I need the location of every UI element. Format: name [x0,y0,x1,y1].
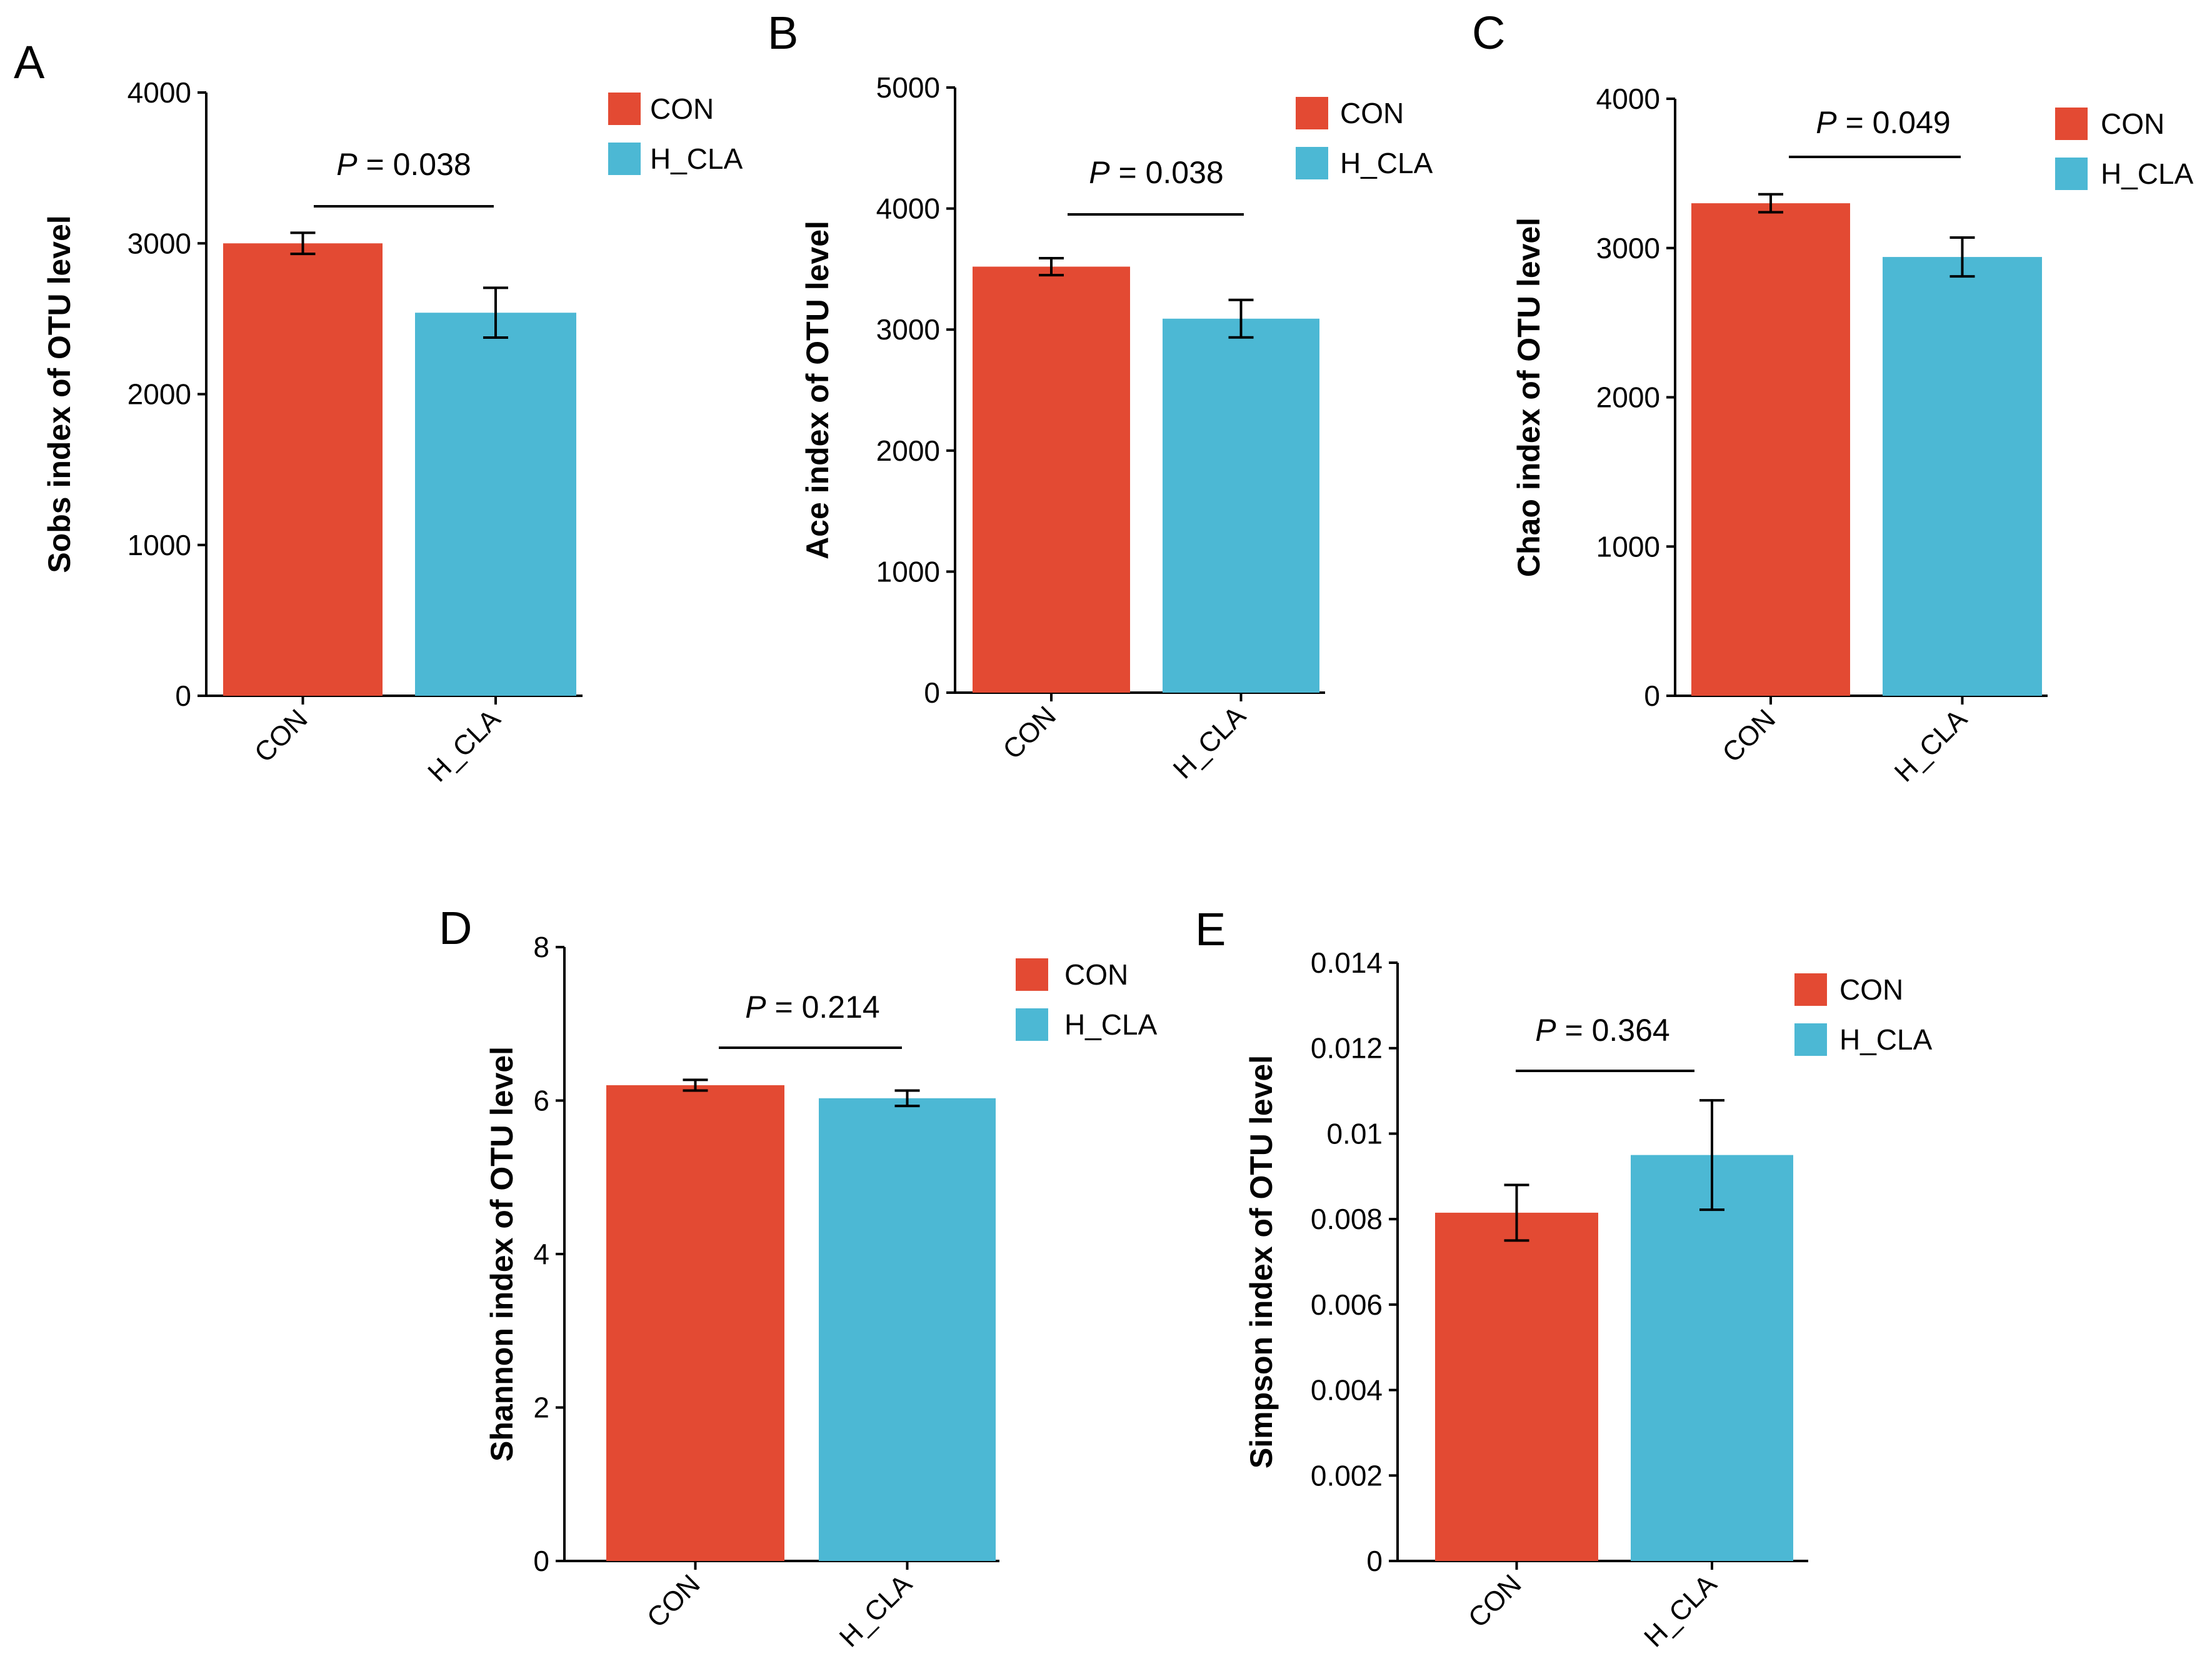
legend-label-con: CON [1340,97,1404,129]
y-tick-label: 0 [1644,680,1660,712]
y-tick-label: 0.012 [1311,1032,1383,1065]
legend-label-con: CON [1064,958,1128,991]
legend-label-h-cla: H_CLA [650,143,743,175]
y-axis-title: Simpson index of OTU level [1244,1055,1279,1468]
y-tick-label: 4000 [128,76,191,109]
legend-swatch-con [2055,108,2088,140]
x-tick-label: CON [1716,703,1781,768]
y-tick-label: 0 [175,680,191,712]
panel-d-letter: D [439,902,472,954]
legend-swatch-con [1296,97,1328,129]
y-tick-label: 3000 [128,227,191,259]
y-tick-label: 1000 [128,529,191,561]
y-tick-label: 0 [1366,1545,1383,1577]
bar-h-cla [415,313,576,696]
bar-con [223,243,383,696]
x-tick-label: CON [641,1568,706,1633]
legend-swatch-h-cla [1296,147,1328,179]
legend-swatch-con [1794,973,1827,1006]
legend-label-h-cla: H_CLA [1064,1008,1158,1041]
x-tick-label: H_CLA [834,1568,918,1653]
y-tick-label: 2000 [876,434,940,467]
panel-e-letter: E [1195,903,1226,955]
y-tick-label: 0.006 [1311,1288,1383,1321]
y-tick-label: 3000 [1596,232,1660,264]
x-tick-label: CON [249,703,314,768]
bar-con [973,266,1130,693]
legend-swatch-con [608,93,641,125]
legend-swatch-con [1016,958,1048,991]
y-tick-label: 0.014 [1311,946,1383,979]
p-value-label: P = 0.038 [336,147,471,182]
y-tick-label: 1000 [1596,530,1660,563]
bar-con [1435,1212,1598,1561]
y-tick-label: 0.008 [1311,1203,1383,1235]
bar-h-cla [819,1098,996,1561]
legend-label-h-cla: H_CLA [1340,147,1433,179]
bar-h-cla [1631,1155,1793,1561]
x-tick-label: CON [1463,1568,1528,1633]
bar-h-cla [1883,257,2042,696]
panel-a: A 0 1000 2000 3000 4000 Sobs index of OTU leve… [14,36,743,788]
y-tick-label: 4000 [1596,83,1660,115]
panel-c-letter: C [1472,7,1505,59]
y-tick-label: 2 [533,1392,549,1424]
legend-swatch-h-cla [2055,158,2088,190]
legend-label-h-cla: H_CLA [1839,1023,1933,1056]
legend-label-h-cla: H_CLA [2101,158,2194,190]
y-tick-label: 2000 [1596,381,1660,414]
y-tick-label: 6 [533,1085,549,1117]
y-tick-label: 0 [533,1545,549,1577]
panel-e: E 0 0.002 0.004 0.006 0.008 0.01 0.012 0.014 Simp… [1195,903,1933,1653]
p-value-label: P = 0.038 [1089,155,1223,190]
p-value-label: P = 0.049 [1816,105,1950,140]
y-axis-title: Ace index of OTU level [800,221,835,560]
legend-label-con: CON [650,93,714,125]
y-axis-title: Chao index of OTU level [1511,218,1546,577]
x-tick-label: H_CLA [422,703,506,788]
legend-swatch-h-cla [1016,1008,1048,1041]
y-tick-label: 4 [533,1238,549,1270]
panel-b: B 0 1000 2000 3000 4000 5000 Ace index of OTU l… [768,7,1433,785]
y-tick-label: 0.002 [1311,1459,1383,1492]
legend-label-con: CON [1839,973,1903,1006]
y-tick-label: 0 [924,676,940,709]
bar-h-cla [1163,318,1319,693]
y-tick-label: 0.004 [1311,1374,1383,1407]
y-tick-label: 0.01 [1326,1117,1383,1150]
y-tick-label: 8 [533,931,549,963]
x-tick-label: H_CLA [1889,703,1973,788]
panel-a-letter: A [14,36,45,88]
y-tick-label: 4000 [876,193,940,225]
legend-label-con: CON [2101,108,2164,140]
x-tick-label: H_CLA [1638,1568,1723,1653]
x-tick-label: H_CLA [1168,700,1252,785]
bar-con [1691,203,1850,696]
p-value-label: P = 0.364 [1535,1013,1669,1048]
bar-con [606,1085,784,1561]
y-tick-label: 3000 [876,313,940,346]
y-tick-label: 2000 [128,378,191,411]
legend-swatch-h-cla [608,143,641,175]
p-value-label: P = 0.214 [745,990,879,1025]
y-axis-title: Shannon index of OTU level [484,1046,519,1462]
x-tick-label: CON [997,700,1062,765]
panel-d: D 0 2 4 6 8 Shannon index of OTU level CON H_CLA… [439,902,1158,1653]
y-tick-label: 1000 [876,555,940,588]
y-axis-title: Sobs index of OTU level [42,215,77,573]
legend-swatch-h-cla [1794,1023,1827,1056]
panel-b-letter: B [768,7,798,59]
y-tick-label: 5000 [876,71,940,104]
panel-c: C 0 1000 2000 3000 4000 Chao index of OTU leve… [1472,7,2194,788]
